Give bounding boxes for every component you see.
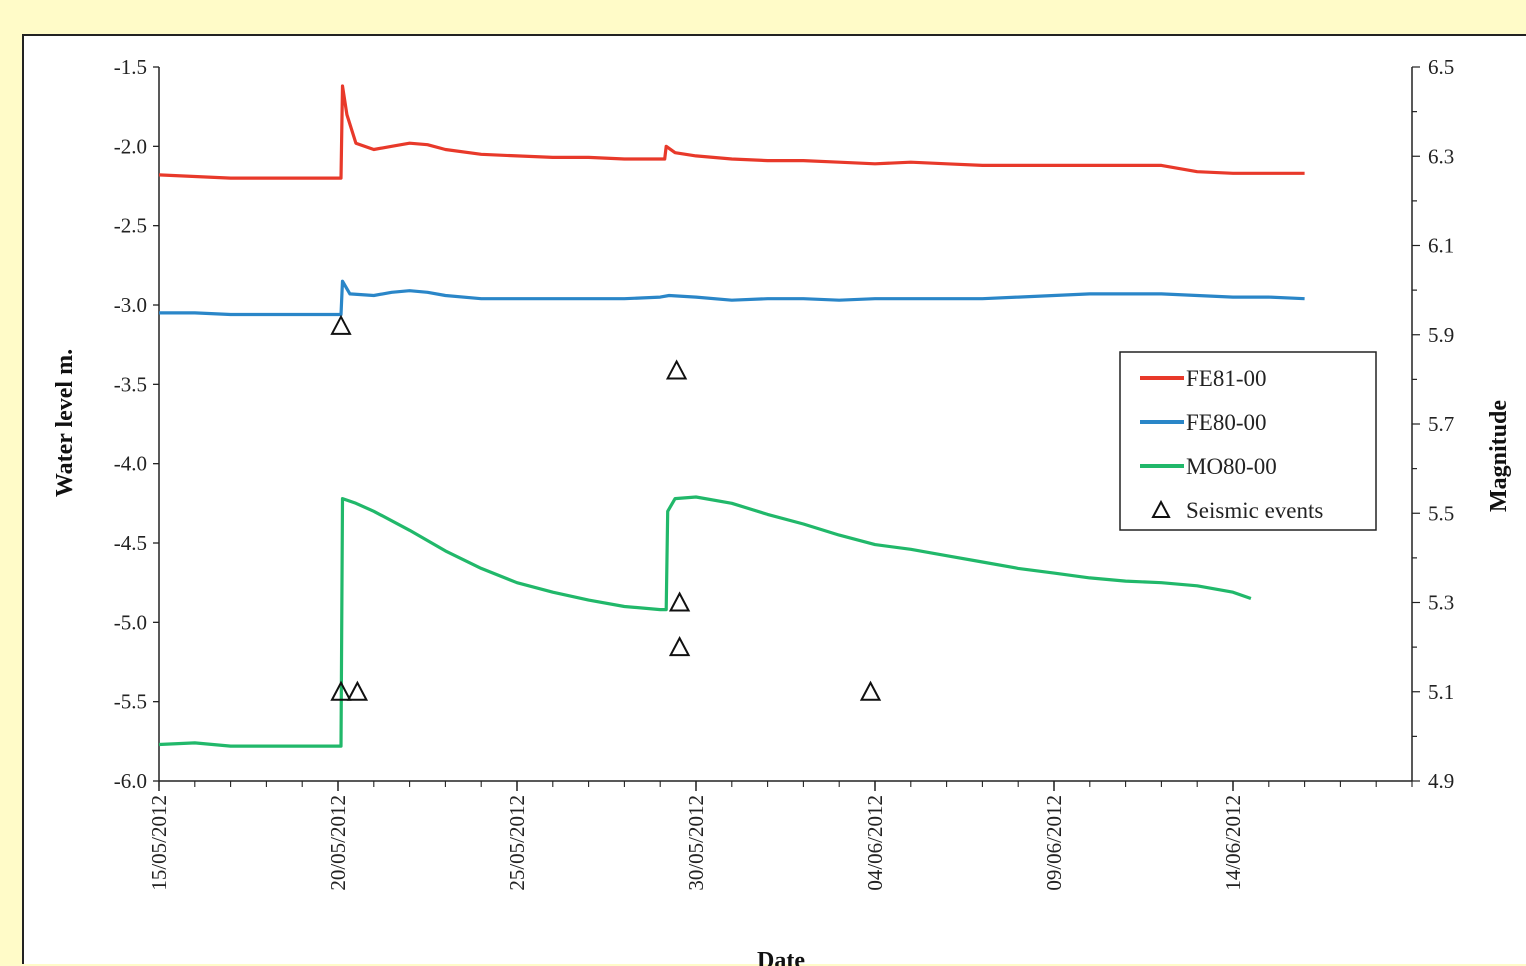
- seismic-event-marker: [668, 635, 691, 657]
- y-tick-label: -4.0: [114, 452, 147, 476]
- x-tick-label: 15/05/2012: [147, 795, 171, 891]
- x-tick-label: 20/05/2012: [326, 795, 350, 891]
- series-line-fe81-00: [158, 84, 1305, 180]
- y2-tick-label: 5.9: [1428, 323, 1454, 347]
- y2-tick-label: 6.5: [1428, 55, 1454, 79]
- y-tick-label: -5.5: [114, 690, 147, 714]
- legend-label-fe80: FE80-00: [1186, 410, 1267, 435]
- y-tick-label: -3.0: [114, 293, 147, 317]
- series-line-mo80-00: [158, 495, 1252, 748]
- legend: FE81-00 FE80-00 MO80-00 Seismic events: [1119, 351, 1377, 531]
- y2-tick-label: 5.5: [1428, 501, 1454, 525]
- seismic-event-marker: [330, 314, 352, 335]
- x-tick-label: 14/06/2012: [1221, 795, 1245, 891]
- y2-tick-label: 5.3: [1428, 591, 1454, 615]
- y2-tick-label: 5.1: [1428, 680, 1454, 704]
- y-tick-label: -2.0: [114, 134, 147, 158]
- legend-label-mo80: MO80-00: [1186, 454, 1277, 479]
- y2-tick-label: 6.1: [1428, 234, 1454, 258]
- y-tick-label: -6.0: [114, 769, 147, 793]
- legend-box: [1119, 351, 1377, 531]
- axes: -1.5 -2.0 -2.5 -3.0 -3.5 -4.0 -4.5 -5.0 -5.5 -6.0…: [114, 55, 1455, 891]
- y-tick-label: -4.5: [114, 531, 147, 555]
- seismic-event-marker: [859, 680, 882, 701]
- y-tick-label: -5.0: [114, 610, 147, 634]
- x-tick-label: 30/05/2012: [684, 795, 708, 891]
- seismic-event-marker: [668, 591, 691, 612]
- chart-frame: -1.5 -2.0 -2.5 -3.0 -3.5 -4.0 -4.5 -5.0 -5.5 -6.0…: [22, 34, 1526, 966]
- seismic-event-marker: [665, 359, 688, 380]
- x-tick-label: 04/06/2012: [863, 795, 887, 891]
- y2-axis-title: Magnitude: [1486, 400, 1512, 512]
- x-tick-label: 09/06/2012: [1042, 795, 1066, 891]
- y-tick-label: -2.5: [114, 214, 147, 238]
- series-line-fe80-00: [159, 279, 1305, 317]
- y-tick-label: -3.5: [114, 372, 147, 396]
- seismic-markers: [330, 314, 882, 701]
- y-tick-label: -1.5: [114, 55, 147, 79]
- water-level-chart: -1.5 -2.0 -2.5 -3.0 -3.5 -4.0 -4.5 -5.0 -5.5 -6.0…: [52, 55, 1512, 966]
- x-axis-title: Date: [757, 948, 805, 966]
- series-lines: [158, 84, 1305, 748]
- legend-label-seismic: Seismic events: [1186, 498, 1323, 523]
- y2-tick-label: 5.7: [1428, 412, 1454, 436]
- y2-tick-label: 4.9: [1428, 769, 1454, 793]
- seismic-event-marker: [330, 680, 352, 701]
- legend-label-fe81: FE81-00: [1186, 366, 1267, 391]
- y2-tick-label: 6.3: [1428, 144, 1454, 168]
- legend-triangle-icon: [1151, 499, 1171, 518]
- seismic-event-marker: [346, 680, 369, 701]
- x-tick-label: 25/05/2012: [505, 795, 529, 891]
- y-axis-title: Water level m.: [52, 349, 78, 497]
